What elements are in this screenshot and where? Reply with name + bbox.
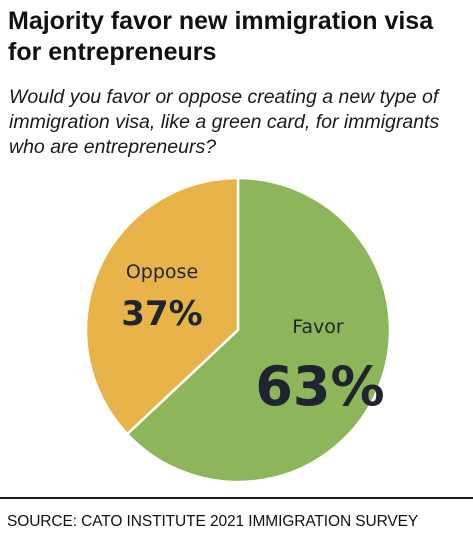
slice-label-oppose: Oppose [126, 261, 198, 283]
pie-labels: Favor 63% Oppose 37% [121, 261, 384, 418]
source-note: SOURCE: CATO INSTITUTE 2021 IMMIGRATION … [7, 513, 419, 530]
footer-divider [0, 497, 473, 499]
pie-slice-favor [125, 176, 392, 484]
pie-slices [84, 176, 392, 484]
slice-value-favor: 63% [255, 355, 384, 418]
slice-value-oppose: 37% [121, 294, 202, 334]
chart-subtitle: Would you favor or oppose creating a new… [9, 86, 440, 158]
pie-chart: Favor 63% Oppose 37% [84, 176, 392, 484]
chart-title: Majority favor new immigration visa for … [8, 7, 434, 66]
slice-label-favor: Favor [292, 316, 344, 338]
pie-slice-oppose [84, 176, 240, 436]
